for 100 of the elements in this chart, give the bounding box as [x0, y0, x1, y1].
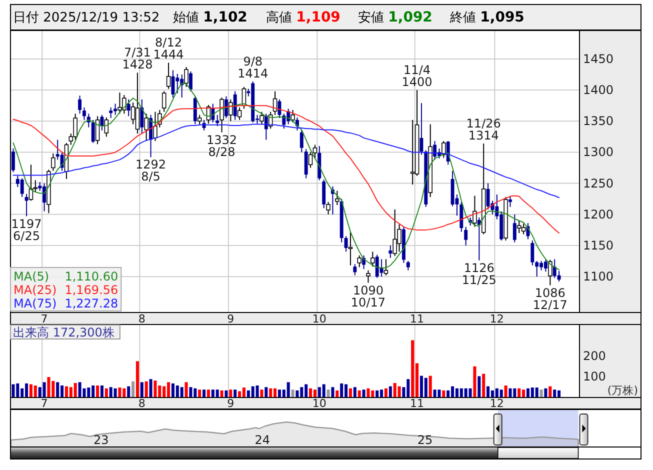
- bar: [74, 383, 77, 397]
- x-tick-label: 11: [410, 396, 424, 410]
- candlestick: [233, 90, 237, 120]
- text: 始値 1,102: [173, 9, 248, 26]
- bar: [478, 376, 481, 397]
- y-tick-label: 1300: [583, 145, 614, 160]
- bar: [180, 387, 184, 397]
- candlestick: [508, 196, 512, 208]
- bar: [184, 382, 188, 397]
- candlestick: [220, 97, 224, 133]
- bar: [42, 382, 46, 397]
- candlestick: [237, 106, 242, 120]
- candlestick: [24, 193, 28, 217]
- annotation: 1090 10/17: [350, 283, 386, 310]
- annotation: 8/12 1444: [153, 36, 184, 62]
- bar: [118, 388, 122, 397]
- bar: [260, 390, 264, 397]
- bar: [104, 388, 108, 397]
- bar: [544, 388, 548, 397]
- text: MA(25) 1,169.56: [14, 282, 118, 297]
- bar: [309, 388, 312, 397]
- bar: [96, 385, 100, 397]
- x-tick-label: 10: [312, 396, 326, 410]
- bar: [535, 388, 538, 397]
- candlestick: [486, 182, 490, 210]
- bar: [256, 385, 259, 397]
- bar: [144, 381, 148, 397]
- bar: [388, 386, 392, 397]
- bar: [398, 386, 401, 397]
- candlestick: [530, 240, 534, 266]
- candlestick: [260, 111, 264, 125]
- bar: [473, 366, 476, 397]
- candlestick: [442, 140, 446, 158]
- y-tick-label: 1100: [583, 270, 614, 284]
- candlestick: [193, 96, 197, 125]
- bar: [411, 340, 414, 397]
- annotation: 1292 8/5: [136, 158, 166, 184]
- bar: [428, 376, 432, 397]
- bar: [331, 387, 334, 397]
- annotation: 1197 6/25: [11, 216, 42, 243]
- bar: [149, 379, 152, 397]
- x-tick-label: 10: [312, 312, 326, 325]
- bar: [140, 382, 144, 397]
- x-tick-label: 7: [40, 396, 48, 410]
- candlestick: [388, 244, 392, 258]
- x-tick-label: 12: [490, 312, 504, 325]
- bar: [348, 388, 352, 397]
- candlestick: [464, 226, 468, 246]
- candlestick: [278, 98, 282, 119]
- bar: [540, 390, 543, 397]
- y-tick-label: 1150: [583, 238, 614, 252]
- x-tick-label: 12: [490, 396, 504, 410]
- candlestick: [366, 270, 370, 284]
- x-tick-label: 8: [138, 396, 146, 410]
- bar: [238, 391, 242, 397]
- x-tick-label: 8: [138, 312, 146, 325]
- x-tick-label: 9: [227, 396, 234, 410]
- bar: [468, 388, 472, 397]
- bar: [482, 374, 486, 397]
- candlestick: [171, 70, 175, 98]
- text: MA(75) 1,227.28: [14, 296, 118, 310]
- y-axis-title: (万株): [607, 384, 638, 396]
- bar: [224, 390, 228, 397]
- candlestick: [91, 119, 95, 144]
- bar: [229, 390, 232, 397]
- y-tick-label: 1250: [583, 176, 614, 190]
- candlestick: [153, 111, 158, 142]
- chart-title: 日付 2025/12/19 13:52: [13, 10, 160, 25]
- candlestick: [348, 231, 353, 266]
- candlestick: [406, 260, 410, 271]
- candlestick: [126, 98, 130, 117]
- y-tick-label: 200: [583, 348, 606, 363]
- bar: [362, 390, 366, 397]
- candlestick: [460, 201, 464, 232]
- candlestick: [420, 102, 424, 156]
- bar: [438, 390, 441, 397]
- candlestick: [109, 106, 113, 119]
- candlestick: [326, 201, 330, 215]
- bar: [322, 384, 326, 397]
- candlestick: [304, 148, 308, 179]
- bar: [548, 386, 552, 397]
- candlestick: [357, 254, 362, 268]
- candlestick: [224, 96, 228, 119]
- candlestick: [521, 223, 526, 235]
- x-tick-label: 11: [410, 312, 424, 325]
- text: 終値 1,095: [449, 9, 524, 26]
- chart-title: 出来高 172,300株: [13, 326, 114, 340]
- candlestick: [78, 95, 82, 114]
- bar: [78, 382, 82, 397]
- candlestick: [353, 264, 357, 276]
- bar: [198, 390, 202, 397]
- candlestick: [95, 116, 100, 145]
- bar: [136, 361, 139, 397]
- y-tick-label: 1350: [583, 114, 614, 128]
- candlestick: [384, 258, 388, 276]
- candlestick: [370, 251, 375, 268]
- candlestick: [322, 179, 326, 209]
- candlestick: [544, 259, 548, 272]
- bar: [132, 381, 135, 397]
- bar: [326, 390, 330, 397]
